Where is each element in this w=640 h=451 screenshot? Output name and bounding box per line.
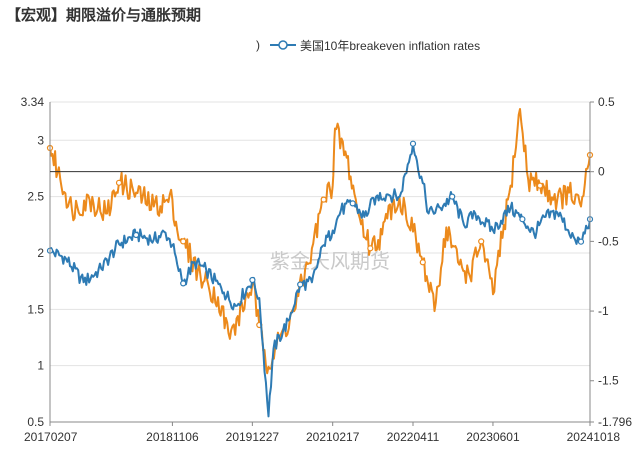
series-line-term-premium bbox=[49, 108, 591, 375]
breakeven-point bbox=[449, 193, 456, 200]
term-premium-point bbox=[367, 245, 374, 252]
right-tick-label: 0.5 bbox=[598, 95, 615, 109]
breakeven-point bbox=[133, 231, 140, 239]
term-premium-point bbox=[115, 179, 123, 186]
breakeven-point bbox=[409, 140, 417, 147]
x-tick-label: 20191227 bbox=[226, 430, 280, 444]
breakeven-point bbox=[297, 281, 304, 288]
term-premium-point bbox=[180, 238, 187, 245]
watermark: 紫金天风期货 bbox=[270, 249, 390, 273]
breakeven-point bbox=[577, 238, 585, 245]
left-tick-label: 3.34 bbox=[21, 95, 45, 109]
right-axis-ticks: 0.5 0 -0.5 -1 -1.5 -1.796 bbox=[590, 95, 632, 429]
x-tick-label: 20181106 bbox=[146, 430, 199, 444]
left-tick-label: 3 bbox=[37, 133, 44, 147]
page-title: 【宏观】期限溢价与通胀预期 bbox=[6, 6, 202, 24]
left-tick-label: 1.5 bbox=[27, 302, 44, 316]
x-tick-label: 20220411 bbox=[387, 430, 440, 444]
left-tick-label: 0.5 bbox=[27, 415, 44, 429]
legend-item-hidden-series-fragment[interactable]: ) bbox=[256, 38, 260, 52]
right-tick-label: 0 bbox=[598, 165, 605, 179]
x-tick-label: 20230601 bbox=[466, 430, 520, 444]
legend-label-breakeven: 美国10年breakeven inflation rates bbox=[300, 38, 481, 53]
left-axis-ticks: 3.34 3 2.5 2 1.5 1 0.5 bbox=[21, 95, 45, 429]
left-tick-label: 2.5 bbox=[27, 190, 44, 204]
chart-legend: ) 美国10年breakeven inflation rates bbox=[256, 36, 490, 54]
breakeven-point bbox=[349, 200, 356, 207]
term-premium-point bbox=[320, 196, 327, 203]
term-premium-point bbox=[536, 182, 544, 189]
x-tick-label: 20241018 bbox=[567, 430, 621, 444]
right-tick-label: -1.796 bbox=[598, 415, 632, 429]
series-layer bbox=[46, 108, 594, 418]
x-tick-label: 20210217 bbox=[306, 430, 360, 444]
x-tick-label: 20170207 bbox=[24, 430, 78, 444]
term-premium-point bbox=[419, 259, 426, 266]
term-premium-point bbox=[478, 238, 485, 245]
breakeven-point bbox=[180, 280, 187, 287]
x-axis-ticks: 20170207 20181106 20191227 20210217 20220411… bbox=[24, 422, 620, 444]
left-tick-label: 2 bbox=[37, 246, 44, 260]
legend-item-breakeven[interactable]: 美国10年breakeven inflation rates bbox=[270, 37, 480, 54]
series-line-breakeven bbox=[49, 142, 591, 418]
left-tick-label: 1 bbox=[37, 359, 44, 373]
breakeven-point bbox=[519, 216, 526, 223]
breakeven-point bbox=[249, 276, 256, 284]
right-tick-label: -0.5 bbox=[598, 234, 619, 248]
legend-line-circle-icon bbox=[270, 40, 296, 50]
right-tick-label: -1.5 bbox=[598, 374, 619, 388]
right-tick-label: -1 bbox=[598, 304, 609, 318]
